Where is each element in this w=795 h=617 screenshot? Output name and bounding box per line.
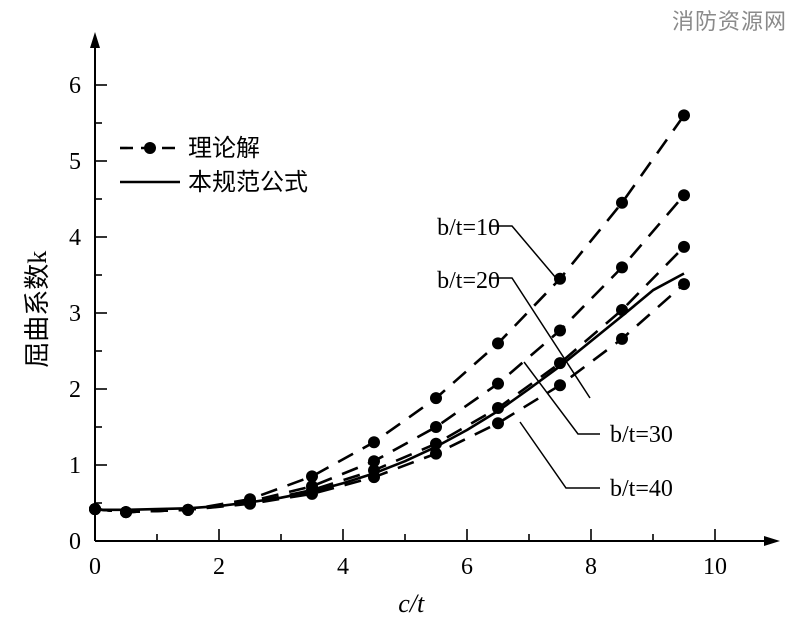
theory-data-point	[554, 379, 566, 392]
x-tick-label: 6	[461, 554, 473, 580]
theory-data-point	[430, 392, 442, 405]
theory-data-point	[182, 503, 194, 516]
annotation-label: b/t=20	[437, 268, 500, 294]
theory-series-line	[94, 194, 685, 514]
theory-data-point	[554, 357, 566, 370]
y-tick-label: 5	[69, 149, 81, 175]
x-tick-label: 4	[337, 554, 349, 580]
theory-data-point	[430, 421, 442, 433]
theory-data-point	[492, 337, 504, 350]
theory-data-point	[306, 470, 318, 483]
theory-series-line	[94, 283, 685, 514]
y-axis-arrow	[90, 32, 100, 48]
y-tick-label: 1	[69, 453, 81, 479]
annotations: b/t=10 b/t=20 b/t=30 b/t=40	[437, 215, 673, 502]
legend-marker-sample	[144, 142, 156, 154]
plot-area	[89, 109, 690, 519]
y-tick-label: 4	[69, 225, 81, 251]
annotation-leader-line	[490, 225, 557, 279]
theory-data-point	[678, 278, 690, 291]
annotation-label: b/t=40	[610, 476, 673, 502]
axes: 0 2 4 6 8 10 0 1 2 3 4 5 6 c/t 屈曲系数k	[23, 32, 780, 617]
theory-data-point	[616, 261, 628, 274]
theory-series-line	[94, 114, 686, 514]
x-axis-label: c/t	[398, 589, 425, 617]
annotation-leader-line	[519, 421, 600, 489]
theory-series-line	[94, 245, 685, 514]
y-tick-label: 2	[69, 377, 81, 403]
theory-data-point	[492, 377, 504, 390]
theory-data-point	[678, 240, 690, 253]
x-tick-label: 2	[213, 554, 225, 580]
theory-data-point	[554, 272, 566, 285]
theory-data-point	[678, 189, 690, 202]
theory-data-point	[430, 437, 442, 450]
theory-data-point	[368, 455, 380, 468]
watermark-text: 消防资源网	[671, 10, 787, 35]
theory-data-point	[554, 324, 566, 337]
x-tick-label: 0	[89, 554, 101, 580]
x-tick-label: 10	[703, 554, 727, 580]
theory-data-point	[368, 436, 380, 449]
annotation-label: b/t=30	[610, 422, 673, 448]
x-axis-arrow	[764, 536, 780, 546]
annotation-label: b/t=10	[437, 215, 500, 241]
theory-data-point	[616, 196, 628, 209]
annotation-leader-line	[490, 277, 591, 399]
theory-data-point	[616, 332, 628, 345]
theory-data-point	[430, 447, 442, 460]
theory-data-point	[678, 109, 690, 122]
y-tick-label: 0	[69, 529, 81, 555]
x-tick-label: 8	[585, 554, 597, 580]
y-tick-label: 3	[69, 301, 81, 327]
formula-line	[95, 272, 685, 512]
annotation-leader-line	[523, 361, 600, 435]
y-tick-label: 6	[69, 73, 81, 99]
theory-data-point	[492, 417, 504, 430]
legend-label-theory: 理论解	[188, 134, 260, 162]
theory-data-point	[120, 506, 132, 519]
y-axis-label: 屈曲系数k	[23, 251, 52, 368]
legend-label-formula: 本规范公式	[188, 168, 308, 196]
theory-data-point	[492, 402, 504, 414]
